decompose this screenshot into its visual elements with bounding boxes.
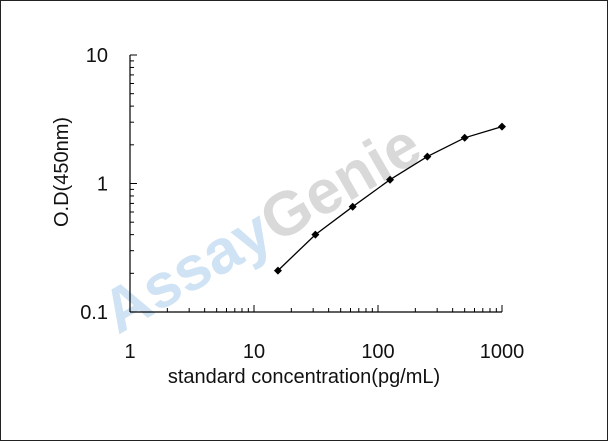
y-axis-title: O.D(450nm)	[51, 117, 73, 227]
data-point	[460, 133, 469, 142]
watermark-part2: Genie	[249, 110, 433, 256]
y-tick-label: 0.1	[80, 302, 108, 324]
x-tick-label: 10	[243, 341, 265, 363]
series-layer	[273, 122, 506, 275]
x-tick-label: 1	[124, 341, 135, 363]
data-point	[348, 202, 357, 211]
watermark-part1: Assay	[91, 196, 284, 347]
data-point	[498, 122, 506, 131]
tick-labels: 1 10 100 1000 0.1 1 10	[80, 45, 524, 363]
x-tick-label: 1000	[480, 341, 525, 363]
x-axis-title: standard concentration(pg/mL)	[168, 366, 440, 388]
data-point	[273, 266, 282, 275]
y-tick-label: 10	[86, 45, 108, 67]
axes	[129, 54, 503, 313]
data-point	[423, 152, 432, 161]
x-tick-label: 100	[361, 341, 394, 363]
y-tick-label: 1	[97, 174, 108, 196]
data-point	[386, 175, 395, 184]
data-point	[311, 230, 320, 239]
